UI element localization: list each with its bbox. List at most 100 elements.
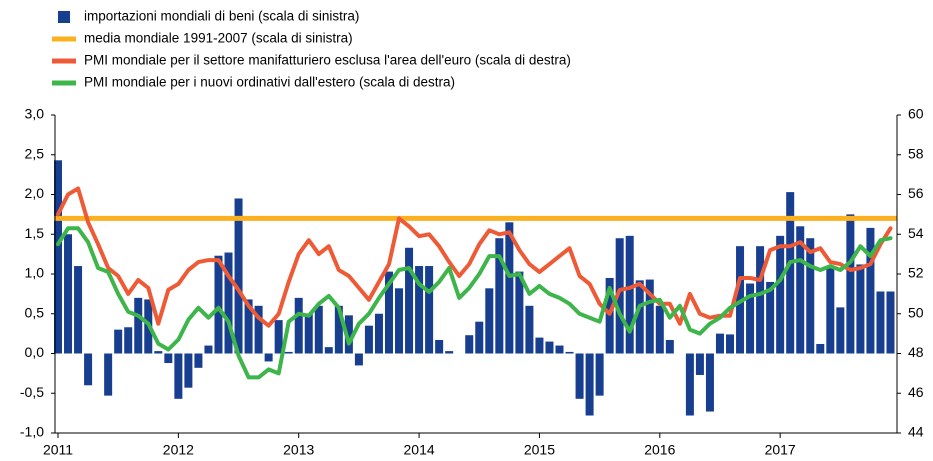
bar [525,305,534,354]
bar [294,297,303,354]
bar [615,238,624,354]
bar [726,334,735,354]
bar [324,347,333,354]
bar [445,351,454,354]
bar [876,291,885,354]
bar [284,351,293,354]
bar [334,305,343,354]
bar [124,327,133,354]
bar [174,353,183,399]
x-tick-label: 2012 [163,442,194,458]
y-tick-label: 2,5 [25,145,45,161]
bar [806,238,815,354]
bar [746,283,755,354]
legend-swatch [58,11,70,23]
bar [84,353,93,386]
bar [74,266,83,354]
bar [114,329,123,354]
bar [264,353,273,362]
bar [515,271,524,354]
y-tick-label: 0,5 [25,304,45,320]
bar [465,335,474,354]
y2-tick-label: 60 [908,106,924,122]
x-tick-label: 2014 [404,442,435,458]
bar [435,339,444,354]
bar [475,321,484,354]
bar [194,353,203,368]
bar [846,214,855,354]
bar [204,345,213,354]
legend-label: importazioni mondiali di beni (scala di … [84,9,359,24]
bar [415,266,424,354]
bar [374,313,383,354]
bar [344,315,353,354]
x-tick-label: 2013 [283,442,314,458]
x-tick-label: 2017 [765,442,796,458]
bar [64,234,73,354]
bar [304,313,313,354]
bar [766,281,775,354]
bar [866,227,875,354]
y-tick-label: 1,5 [25,225,45,241]
y2-tick-label: 52 [908,265,924,281]
bar [856,264,865,354]
y2-tick-label: 58 [908,145,924,161]
bar [384,271,393,354]
line [56,226,893,380]
bar [224,252,233,354]
bar [425,266,434,354]
bar [364,325,373,354]
bar [565,351,574,354]
bar [234,198,243,354]
bar [254,305,263,354]
y2-tick-label: 44 [908,424,924,440]
bar [184,353,193,388]
bar [655,305,664,354]
bar [354,353,363,366]
x-tick-label: 2016 [644,442,675,458]
bar [314,305,323,354]
bar [705,353,714,412]
bar [505,222,514,354]
bar [826,266,835,354]
bar [816,343,825,354]
bar [585,353,594,416]
bar [545,341,554,354]
y-tick-label: -0,5 [20,384,44,400]
y2-tick-label: 54 [908,225,924,241]
bar [786,192,795,354]
bar [575,353,584,399]
bar [104,353,113,396]
bar [645,279,654,354]
bar [796,226,805,354]
x-tick-label: 2015 [524,442,555,458]
line [56,186,893,328]
y2-tick-label: 46 [908,384,924,400]
bar [274,320,283,354]
y2-tick-label: 48 [908,344,924,360]
bar [756,246,765,354]
bar [685,353,694,416]
bar [595,353,604,396]
y-tick-label: 1,0 [25,265,45,281]
bar [886,291,895,354]
bar [395,288,404,354]
bar [625,235,634,354]
bar [695,353,704,375]
y2-tick-label: 56 [908,185,924,201]
bar [555,345,564,354]
bar [134,297,143,354]
bar [715,333,724,354]
bar [485,288,494,354]
legend-label: PMI mondiale per i nuovi ordinativi dall… [84,75,455,90]
bar [836,307,845,354]
bar [635,280,644,354]
legend-label: PMI mondiale per il settore manifatturie… [84,53,571,68]
bar [244,299,253,354]
bar [776,235,785,354]
y-tick-label: 2,0 [25,185,45,201]
y-tick-label: -1,0 [20,424,44,440]
bar [164,353,173,364]
bar [665,339,674,354]
legend-label: media mondiale 1991-2007 (scala di sinis… [84,31,353,46]
